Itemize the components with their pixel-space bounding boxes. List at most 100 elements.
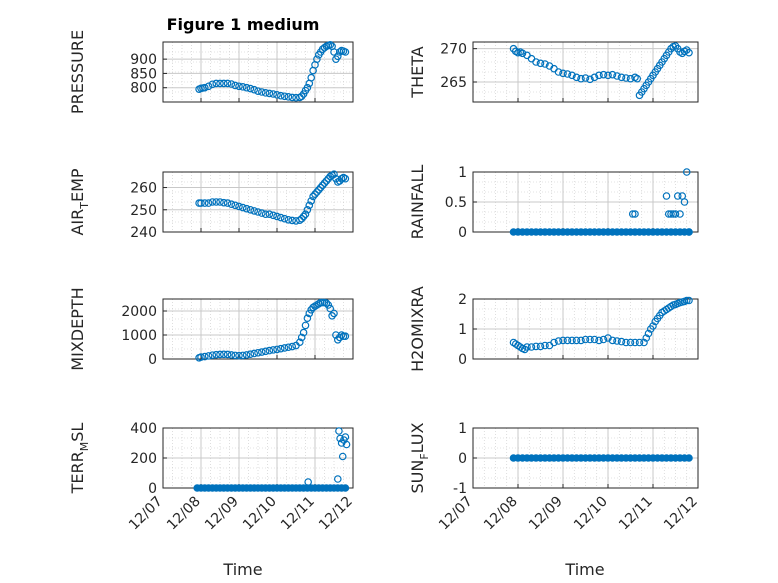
data-point xyxy=(577,336,585,345)
data-point xyxy=(341,174,350,183)
data-point xyxy=(257,209,266,217)
data-point xyxy=(303,314,312,323)
data-point xyxy=(254,208,262,216)
data-point xyxy=(613,337,621,345)
data-point xyxy=(316,183,325,192)
data-point xyxy=(313,188,321,196)
data-point xyxy=(667,210,675,218)
y-axis-label: SUNFLUX xyxy=(408,422,431,493)
subplot-5: 0 1000 2000 MIXDEPTH xyxy=(68,287,354,371)
data-point xyxy=(640,338,648,347)
data-point xyxy=(216,198,224,206)
data-point xyxy=(520,345,529,354)
data-point xyxy=(227,200,236,209)
data-point xyxy=(269,346,278,354)
data-point xyxy=(581,335,590,344)
x-tick-label: 12/12 xyxy=(316,494,356,534)
data-point xyxy=(332,331,340,339)
y-tick-label: 850 xyxy=(130,66,157,82)
data-point xyxy=(239,351,247,360)
data-point xyxy=(330,48,338,56)
data-point xyxy=(613,72,621,80)
data-point xyxy=(541,341,549,350)
y-tick-label: 1000 xyxy=(121,328,157,344)
y-tick-label: 240 xyxy=(130,225,157,241)
data-point xyxy=(330,170,338,179)
y-tick-label: 250 xyxy=(130,203,157,219)
data-point xyxy=(235,202,243,211)
y-tick-label: 800 xyxy=(130,81,157,97)
data-point xyxy=(208,351,217,359)
data-point xyxy=(212,79,221,88)
data-point xyxy=(590,73,599,82)
data-point xyxy=(626,338,635,347)
data-point xyxy=(307,73,316,82)
figure-title: Figure 1 medium xyxy=(167,15,320,34)
subplot-4: 0 0.5 1 RAINFALL xyxy=(408,165,699,241)
data-point xyxy=(581,74,590,82)
y-tick-label: 1 xyxy=(458,322,467,338)
data-point xyxy=(568,336,576,345)
data-point xyxy=(220,198,228,207)
x-tick-label: 12/11 xyxy=(616,494,656,534)
data-point xyxy=(595,336,603,345)
data-point xyxy=(335,48,344,56)
data-point xyxy=(250,349,259,358)
data-point xyxy=(288,93,297,102)
data-point xyxy=(220,79,228,88)
data-point xyxy=(216,79,224,88)
data-point xyxy=(242,351,251,359)
data-point xyxy=(631,338,639,347)
y-tick-label: -1 xyxy=(453,481,467,497)
y-axis-label: H2OMIXRA xyxy=(408,286,427,372)
y-tick-label: 0 xyxy=(458,451,467,467)
subplot-2: 265 270 THETA xyxy=(408,41,699,103)
data-point xyxy=(536,59,545,68)
data-point xyxy=(303,205,312,214)
data-point xyxy=(313,55,321,63)
y-tick-label: 200 xyxy=(130,451,157,467)
data-point xyxy=(682,168,691,176)
data-point xyxy=(250,85,259,94)
data-point xyxy=(227,351,236,359)
data-point xyxy=(284,93,293,101)
data-point xyxy=(320,179,329,187)
data-point xyxy=(231,351,240,360)
data-point xyxy=(261,89,270,97)
data-point xyxy=(590,335,599,344)
data-point xyxy=(299,328,308,337)
data-point xyxy=(265,346,274,355)
data-point xyxy=(273,345,281,354)
data-point xyxy=(273,212,281,221)
subplot-6: 0 1 2 H2OMIXRA xyxy=(408,286,699,372)
data-point xyxy=(201,352,209,361)
y-tick-label: 1 xyxy=(458,165,467,181)
data-point xyxy=(295,216,304,225)
y-tick-label: 265 xyxy=(440,75,467,91)
data-point xyxy=(204,82,213,91)
data-point xyxy=(682,296,691,305)
data-point xyxy=(595,71,603,80)
data-point xyxy=(301,321,310,330)
y-tick-label: 0 xyxy=(148,352,157,368)
data-point xyxy=(284,343,293,352)
data-point xyxy=(295,338,304,347)
data-point xyxy=(301,210,310,219)
data-point xyxy=(216,350,224,359)
data-point xyxy=(326,304,335,313)
data-point xyxy=(336,434,344,443)
data-point xyxy=(239,83,247,91)
data-point xyxy=(250,207,259,215)
y-tick-label: 0 xyxy=(148,481,157,497)
data-point xyxy=(212,198,221,206)
data-point xyxy=(257,348,266,356)
data-point xyxy=(326,41,335,49)
data-point xyxy=(577,74,585,83)
data-point xyxy=(608,70,617,79)
data-point xyxy=(269,90,278,98)
y-tick-label: 1 xyxy=(458,421,467,437)
data-point xyxy=(284,215,293,224)
data-point xyxy=(231,81,240,90)
